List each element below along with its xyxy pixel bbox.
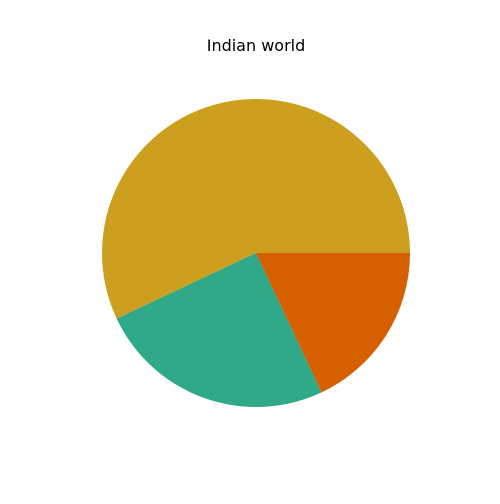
pie-slices [101, 98, 410, 407]
pie-slice-1 [101, 98, 410, 319]
chart-title: Indian world [207, 36, 306, 55]
pie-slice-2 [116, 253, 322, 407]
pie-slice-3 [256, 253, 410, 393]
